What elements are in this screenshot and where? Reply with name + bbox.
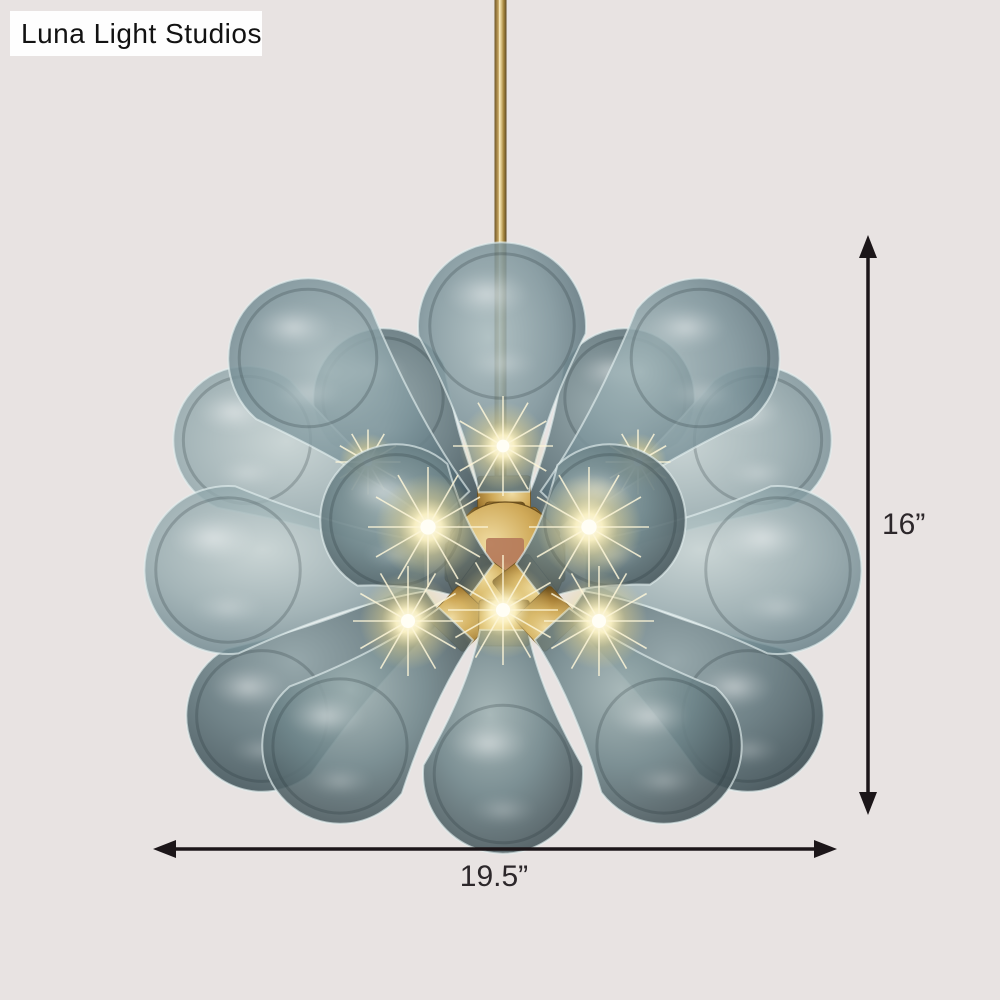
height-dimension-label: 16” [882,508,925,541]
glass-reflection [307,765,373,797]
glass-highlight [444,270,529,318]
bulb-glow [448,555,558,665]
glass-highlight [448,721,529,766]
bulb-glows-front [353,467,654,676]
watermark-text: Luna Light Studios [21,17,262,49]
glass-highlight [253,305,334,350]
glass-highlight [210,665,287,709]
width-dimension-label: 19.5” [460,860,528,893]
glass-reflection [631,765,697,797]
glass-reflection [666,378,734,410]
glass-inner-rim [704,496,852,644]
bulb-glow [353,566,463,676]
glass-reflection [215,458,279,489]
glass-reflection [466,347,538,381]
glass-inner-rim [154,496,302,644]
glass-reflection [742,591,814,625]
bulb-glow [529,467,649,587]
glass-highlight [610,694,689,739]
glass-inner-rim [629,287,771,429]
glass-inner-rim [432,703,574,845]
glass-reflection [192,591,264,625]
glass-reflection [726,458,790,489]
height-dimension-arrow: 16” [859,235,925,815]
glass-reflection [274,378,342,410]
glass-inner-rim [271,677,409,815]
glass-reflection [469,794,537,826]
glass-inner-rim [595,677,733,815]
bulb-glow [368,467,488,587]
bulb-glow [453,396,553,496]
width-dimension-arrow: 19.5” [153,840,837,893]
glass-highlight [286,694,365,739]
dimension-annotations: 16” 19.5” [153,235,925,893]
glass-highlight [170,514,255,562]
glass-inner-rim [428,252,576,400]
bulb-glow [544,566,654,676]
watermark-badge: Luna Light Studios [10,11,262,56]
glass-inner-rim [237,287,379,429]
glass-highlight [645,305,726,350]
glass-highlight [720,514,805,562]
